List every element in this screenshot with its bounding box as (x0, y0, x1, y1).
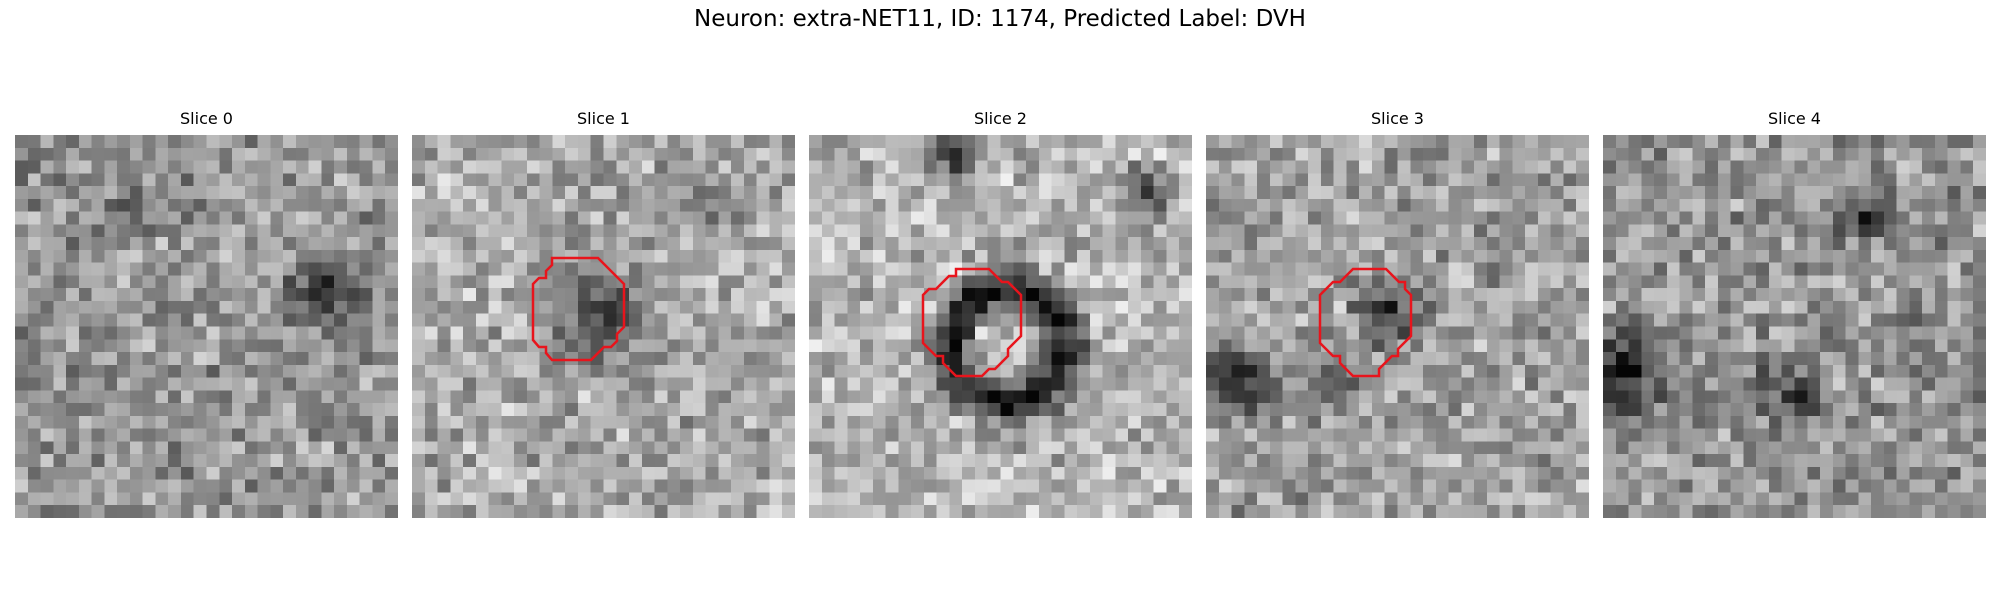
slice-title-1: Slice 1 (577, 109, 630, 128)
slice-pixels-0 (15, 135, 398, 518)
slice-image-3 (1206, 135, 1589, 518)
roi-outline-2 (921, 267, 1023, 378)
slice-pixels-2 (809, 135, 1192, 518)
slice-pixels-1 (412, 135, 795, 518)
slice-title-2: Slice 2 (974, 109, 1027, 128)
slice-image-0 (15, 135, 398, 518)
roi-outline-3 (1318, 267, 1413, 378)
slice-pixels-3 (1206, 135, 1589, 518)
slice-image-4 (1603, 135, 1986, 518)
slice-pixels-4 (1603, 135, 1986, 518)
roi-outline-1 (531, 256, 626, 362)
slice-title-0: Slice 0 (180, 109, 233, 128)
slice-image-1 (412, 135, 795, 518)
figure-title: Neuron: extra-NET11, ID: 1174, Predicted… (694, 6, 1306, 32)
slice-title-3: Slice 3 (1371, 109, 1424, 128)
slice-image-2 (809, 135, 1192, 518)
slice-title-4: Slice 4 (1768, 109, 1821, 128)
